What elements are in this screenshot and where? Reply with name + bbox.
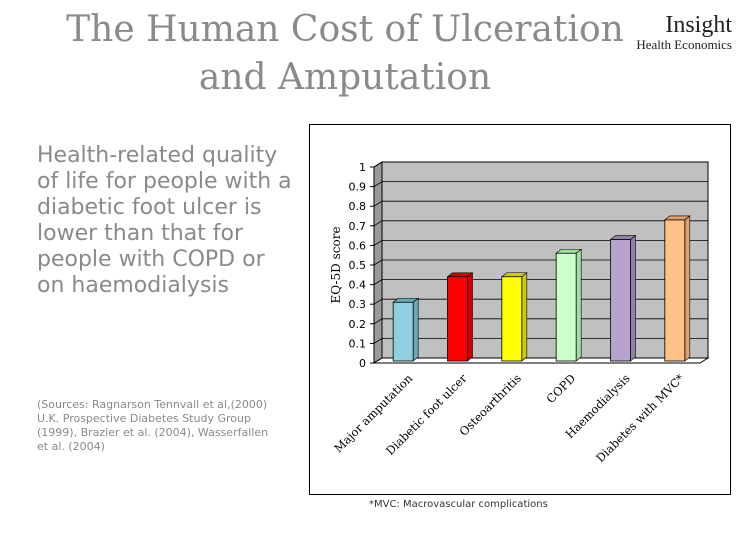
bar: [555, 252, 577, 362]
y-gridline: [373, 181, 708, 187]
y-axis-label: EQ-5D score: [329, 226, 343, 303]
y-gridline: [373, 240, 708, 246]
y-gridline: [373, 298, 708, 305]
y-tick-label: 0.4: [349, 279, 367, 292]
y-tick-label: 0.6: [349, 239, 367, 252]
bar-chart: 0 0.1 0.2 0.3 0.4 0.5 0.6 0.7 0.8 0.9 1 EQ-5D score…: [329, 161, 710, 465]
logo-main-text: Insight: [665, 12, 732, 38]
y-gridline: [373, 200, 708, 207]
bar-side: [630, 234, 636, 362]
y-tick-label: 0.7: [349, 220, 367, 233]
chart-floor: [372, 357, 710, 364]
bar-side: [467, 272, 473, 362]
bar-side: [412, 297, 419, 362]
y-gridline: [373, 337, 708, 344]
chart-frame: 0 0.1 0.2 0.3 0.4 0.5 0.6 0.7 0.8 0.9 1 EQ-5D score…: [309, 124, 731, 495]
sources-citation: (Sources: Ragnarson Tennvall et al,(2000…: [37, 398, 269, 453]
slide-title: The Human Cost of Ulceration and Amputat…: [40, 6, 650, 102]
bar: [392, 301, 414, 362]
bar: [447, 276, 468, 362]
y-gridline: [373, 279, 708, 285]
bar: [664, 219, 686, 362]
title-line-2: and Amputation: [198, 57, 492, 98]
y-tick-label: 0: [359, 357, 366, 370]
bar-side: [575, 248, 582, 362]
logo-sub-text: Health Economics: [636, 37, 732, 52]
y-tick-label: 1: [359, 161, 366, 174]
y-gridline: [373, 220, 708, 227]
y-gridline: [373, 259, 708, 266]
y-tick-label: 0.1: [349, 337, 367, 350]
bar: [610, 239, 631, 362]
body-text: Health-related quality of life for peopl…: [37, 143, 292, 298]
title-line-1: The Human Cost of Ulceration: [66, 9, 624, 50]
y-tick-label: 0.5: [349, 259, 367, 272]
x-category-label: COPD: [544, 371, 579, 406]
bar: [501, 276, 523, 362]
bar-side: [521, 272, 528, 362]
x-category-label: Diabetes with MVC*: [593, 371, 687, 465]
y-tick-label: 0.3: [349, 298, 367, 311]
y-gridline: [373, 161, 708, 168]
company-logo: Insight Health Economics: [636, 12, 732, 52]
footnote: *MVC: Macrovascular complications: [369, 499, 548, 510]
y-tick-label: 0.2: [349, 318, 367, 331]
y-tick-label: 0.8: [349, 200, 367, 213]
y-tick-label: 0.9: [349, 181, 367, 194]
y-gridline: [373, 318, 708, 325]
bar-side: [684, 215, 691, 362]
